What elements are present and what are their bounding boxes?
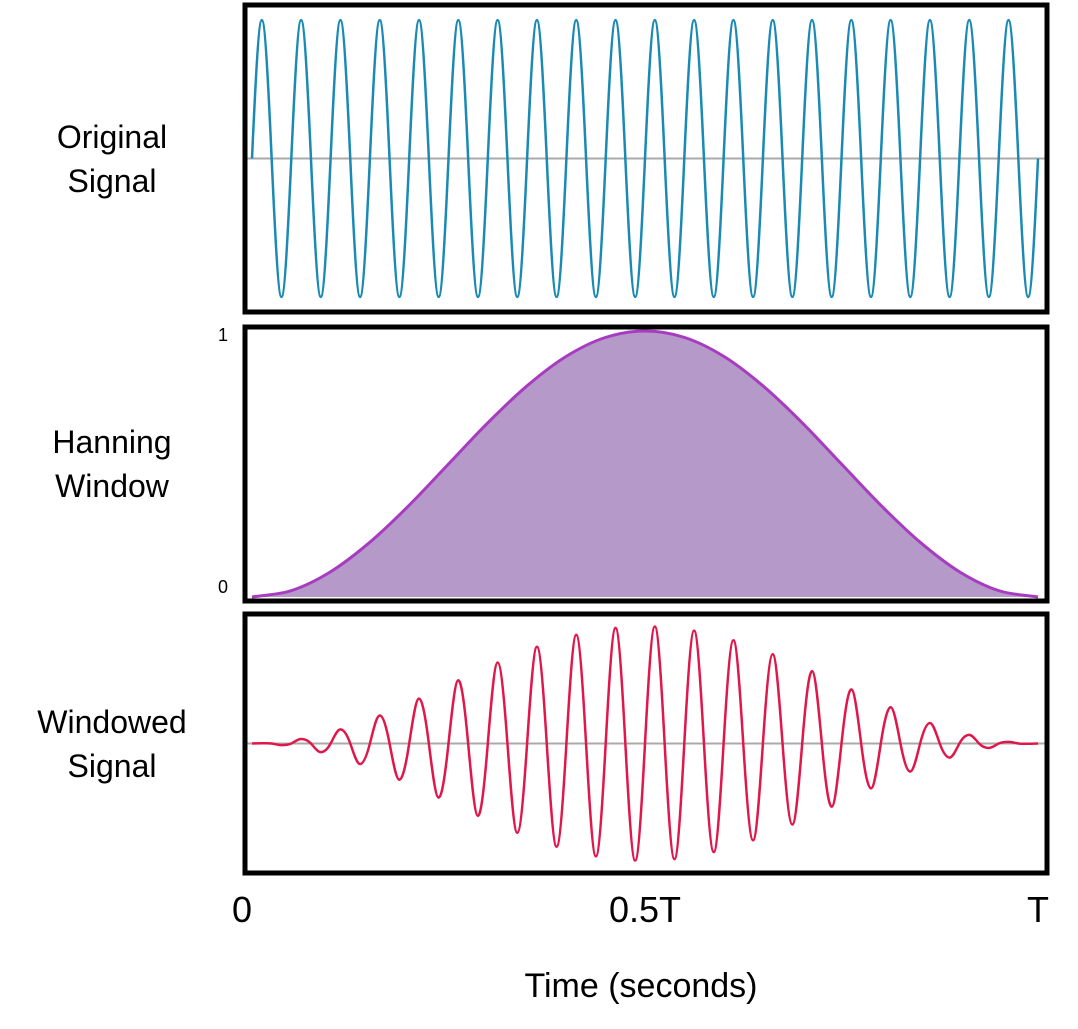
panel-frame (242, 611, 1050, 876)
x-axis-label: Time (seconds) (524, 967, 757, 1005)
area-line (251, 329, 1039, 599)
area-fill (252, 331, 1038, 597)
x-tick-label: T (1027, 889, 1049, 930)
x-tick-label: 0 (232, 889, 252, 930)
panel-label: Windowed Signal (37, 703, 187, 784)
x-tick-label: 0.5T (609, 889, 681, 930)
panel-label: Original Signal (56, 118, 168, 199)
y-tick-label: 0 (218, 577, 228, 597)
panel-label: Hanning Window (52, 424, 172, 504)
panel-frame (242, 324, 1050, 604)
y-tick-label: 1 (218, 325, 228, 345)
signal-line (250, 18, 1040, 299)
signal-line (251, 625, 1039, 862)
panel-frame (242, 2, 1050, 315)
